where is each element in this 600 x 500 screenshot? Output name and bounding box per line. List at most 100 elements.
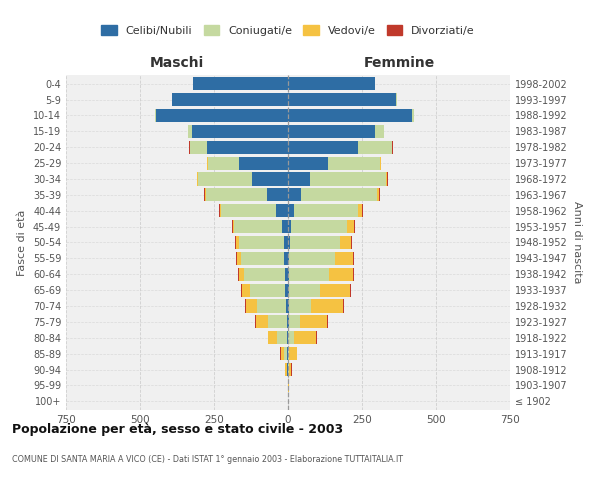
Bar	[288, 284, 289, 296]
Bar	[354, 220, 355, 233]
Bar	[288, 172, 310, 186]
Bar	[347, 220, 354, 233]
Bar	[289, 347, 297, 360]
Bar	[288, 300, 289, 312]
Bar	[193, 77, 288, 90]
Bar	[340, 236, 352, 249]
Bar	[310, 172, 386, 186]
Bar	[288, 93, 396, 106]
Bar	[235, 236, 236, 249]
Bar	[276, 204, 288, 218]
Bar	[221, 204, 276, 218]
Text: Femmine: Femmine	[364, 56, 434, 70]
Bar	[239, 268, 244, 281]
Bar	[320, 284, 350, 296]
Bar	[236, 236, 239, 249]
Bar	[287, 332, 288, 344]
Bar	[190, 140, 206, 153]
Bar	[288, 125, 376, 138]
Bar	[284, 236, 288, 249]
Bar	[205, 188, 206, 202]
Bar	[288, 188, 301, 202]
Bar	[219, 204, 220, 218]
Bar	[294, 204, 358, 218]
Bar	[311, 300, 343, 312]
Bar	[288, 140, 358, 153]
Bar	[379, 188, 380, 202]
Bar	[244, 268, 285, 281]
Bar	[288, 236, 290, 249]
Bar	[285, 284, 288, 296]
Bar	[289, 316, 301, 328]
Bar	[294, 332, 316, 344]
Bar	[284, 347, 287, 360]
Text: Maschi: Maschi	[150, 56, 204, 70]
Bar	[288, 347, 289, 360]
Bar	[281, 347, 284, 360]
Bar	[289, 363, 291, 376]
Bar	[289, 300, 311, 312]
Bar	[289, 252, 335, 265]
Bar	[286, 363, 287, 376]
Text: COMUNE DI SANTA MARIA A VICO (CE) - Dati ISTAT 1° gennaio 2003 - Elaborazione TU: COMUNE DI SANTA MARIA A VICO (CE) - Dati…	[12, 455, 403, 464]
Bar	[237, 252, 241, 265]
Bar	[301, 316, 327, 328]
Bar	[206, 140, 288, 153]
Bar	[285, 268, 288, 281]
Bar	[289, 284, 320, 296]
Bar	[233, 220, 234, 233]
Bar	[287, 316, 288, 328]
Bar	[284, 252, 288, 265]
Bar	[282, 220, 288, 233]
Bar	[238, 268, 239, 281]
Bar	[241, 252, 284, 265]
Bar	[358, 204, 362, 218]
Bar	[412, 109, 414, 122]
Bar	[253, 172, 288, 186]
Bar	[267, 188, 288, 202]
Bar	[204, 188, 205, 202]
Bar	[268, 332, 277, 344]
Y-axis label: Anni di nascita: Anni di nascita	[572, 201, 581, 284]
Bar	[220, 204, 221, 218]
Bar	[208, 156, 239, 170]
Bar	[288, 268, 289, 281]
Bar	[156, 109, 288, 122]
Bar	[377, 188, 379, 202]
Bar	[288, 220, 291, 233]
Bar	[268, 316, 287, 328]
Bar	[239, 236, 284, 249]
Bar	[288, 109, 412, 122]
Bar	[246, 300, 257, 312]
Bar	[328, 156, 380, 170]
Bar	[277, 332, 287, 344]
Bar	[257, 300, 286, 312]
Bar	[288, 252, 289, 265]
Bar	[301, 188, 377, 202]
Bar	[239, 156, 288, 170]
Bar	[358, 140, 392, 153]
Bar	[353, 268, 354, 281]
Bar	[241, 284, 242, 296]
Bar	[353, 252, 354, 265]
Bar	[327, 316, 328, 328]
Text: Popolazione per età, sesso e stato civile - 2003: Popolazione per età, sesso e stato civil…	[12, 422, 343, 436]
Bar	[329, 268, 353, 281]
Bar	[172, 93, 288, 106]
Bar	[198, 172, 253, 186]
Bar	[192, 125, 288, 138]
Bar	[288, 77, 376, 90]
Bar	[236, 252, 237, 265]
Bar	[376, 125, 383, 138]
Bar	[350, 284, 351, 296]
Bar	[245, 300, 246, 312]
Bar	[288, 332, 294, 344]
Y-axis label: Fasce di età: Fasce di età	[17, 210, 27, 276]
Bar	[288, 156, 328, 170]
Bar	[286, 300, 288, 312]
Bar	[288, 204, 294, 218]
Bar	[155, 109, 156, 122]
Bar	[386, 172, 387, 186]
Bar	[256, 316, 268, 328]
Bar	[289, 268, 329, 281]
